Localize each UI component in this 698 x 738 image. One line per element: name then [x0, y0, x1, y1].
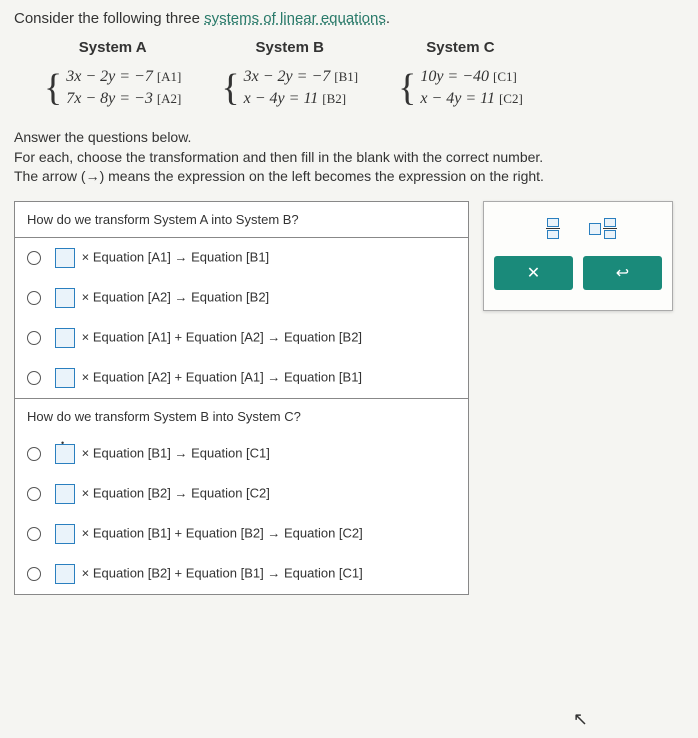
blank-input[interactable]: [55, 248, 75, 268]
prompt: Consider the following three systems of …: [14, 10, 684, 27]
eq-c1: 10y = −40: [420, 68, 489, 85]
blank-input[interactable]: [55, 288, 75, 308]
q1-head: How do we transform System A into System…: [15, 202, 468, 238]
radio-icon[interactable]: [27, 251, 41, 265]
tag-b2: [B2]: [322, 91, 346, 106]
radio-icon[interactable]: [27, 371, 41, 385]
tag-c2: [C2]: [499, 91, 523, 106]
system-b: System B { 3x − 2y = −7[B1] x − 4y = 11[…: [221, 39, 358, 110]
radio-icon[interactable]: [27, 447, 41, 461]
instr-line-2: For each, choose the transformation and …: [14, 148, 684, 168]
system-c-title: System C: [398, 39, 523, 56]
blank-input[interactable]: [55, 444, 75, 464]
instr-line-1: Answer the questions below.: [14, 128, 684, 148]
instr-line-3: The arrow (→) means the expression on th…: [14, 167, 684, 187]
q1-option-4[interactable]: × Equation [A2] + Equation [A1] → Equati…: [15, 358, 468, 398]
q2-opt4-text: × Equation [B2] + Equation [B1] → Equati…: [82, 565, 363, 580]
q1-opt3-text: × Equation [A1] + Equation [A2] → Equati…: [82, 329, 362, 344]
system-a: System A { 3x − 2y = −7 [A1] 7x − 8y = −3…: [44, 39, 181, 110]
q1-option-1[interactable]: × Equation [A1] → Equation [B1]: [15, 238, 468, 278]
radio-icon[interactable]: [27, 527, 41, 541]
q2-opt2-text: × Equation [B2] → Equation [C2]: [82, 485, 270, 500]
system-c: System C { 10y = −40 [C1] x − 4y = 11 [C2]: [398, 39, 523, 110]
q1-opt1-text: × Equation [A1] → Equation [B1]: [82, 249, 270, 264]
systems-link[interactable]: systems of linear equations: [204, 10, 386, 27]
q1-option-3[interactable]: × Equation [A1] + Equation [A2] → Equati…: [15, 318, 468, 358]
blank-input[interactable]: [55, 328, 75, 348]
q2-head: How do we transform System B into System…: [15, 399, 468, 434]
prompt-prefix: Consider the following three: [14, 10, 204, 27]
eq-c2: x − 4y = 11: [420, 90, 495, 107]
blank-input[interactable]: [55, 564, 75, 584]
radio-icon[interactable]: [27, 487, 41, 501]
clear-button[interactable]: ✕: [494, 256, 573, 290]
tag-a1: [A1]: [157, 69, 182, 84]
blank-input[interactable]: [55, 368, 75, 388]
reset-icon: ↩: [616, 263, 629, 283]
mixed-fraction-button[interactable]: [583, 212, 623, 246]
radio-icon[interactable]: [27, 567, 41, 581]
radio-icon[interactable]: [27, 331, 41, 345]
question-box: How do we transform System A into System…: [14, 201, 469, 595]
q2-option-4[interactable]: × Equation [B2] + Equation [B1] → Equati…: [15, 554, 468, 594]
q2-opt1-text: × Equation [B1] → Equation [C1]: [82, 445, 270, 460]
dot-icon: •: [61, 438, 64, 448]
q2-option-1[interactable]: • × Equation [B1] → Equation [C1]: [15, 434, 468, 474]
fraction-button[interactable]: [533, 212, 573, 246]
q1-opt4-text: × Equation [A2] + Equation [A1] → Equati…: [82, 369, 362, 384]
eq-a2: 7x − 8y = −3: [66, 90, 153, 107]
q1-opt2-text: × Equation [A2] → Equation [B2]: [82, 289, 270, 304]
system-b-title: System B: [221, 39, 358, 56]
brace-icon: {: [44, 69, 62, 107]
tag-b1: [B1]: [334, 69, 358, 84]
tag-c1: [C1]: [493, 69, 517, 84]
q2-option-3[interactable]: × Equation [B1] + Equation [B2] → Equati…: [15, 514, 468, 554]
eq-b1: 3x − 2y = −7: [244, 68, 331, 85]
prompt-suffix: .: [386, 10, 390, 27]
cursor-icon: ↖: [573, 709, 588, 730]
q1-option-2[interactable]: × Equation [A2] → Equation [B2]: [15, 278, 468, 318]
system-a-title: System A: [44, 39, 181, 56]
instructions: Answer the questions below. For each, ch…: [14, 128, 684, 187]
eq-a1: 3x − 2y = −7: [66, 68, 153, 85]
tag-a2: [A2]: [157, 91, 182, 106]
systems-row: System A { 3x − 2y = −7 [A1] 7x − 8y = −3…: [44, 39, 684, 110]
eq-b2: x − 4y = 11: [244, 90, 319, 107]
q2-option-2[interactable]: × Equation [B2] → Equation [C2]: [15, 474, 468, 514]
blank-input[interactable]: [55, 524, 75, 544]
x-icon: ✕: [527, 263, 540, 283]
blank-input[interactable]: [55, 484, 75, 504]
q2-opt3-text: × Equation [B1] + Equation [B2] → Equati…: [82, 525, 363, 540]
radio-icon[interactable]: [27, 291, 41, 305]
brace-icon: {: [221, 69, 239, 107]
brace-icon: {: [398, 69, 416, 107]
toolbox: ✕ ↩: [483, 201, 673, 311]
reset-button[interactable]: ↩: [583, 256, 662, 290]
